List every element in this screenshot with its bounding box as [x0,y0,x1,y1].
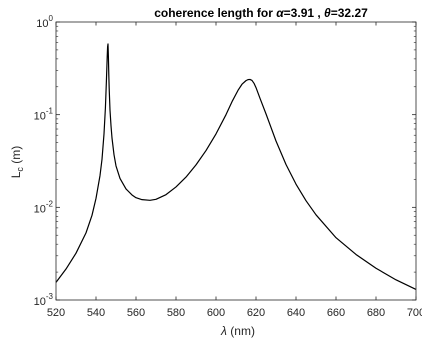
y-axis: 10-3 10-2 10-1 100 [34,14,416,308]
axes-frame [55,21,417,301]
series-line [55,43,417,290]
x-tick-label: 640 [287,307,305,319]
y-axis-label: Lc (m) [9,146,25,179]
x-tick-label: 620 [247,307,265,319]
y-tick-label: 100 [36,14,53,30]
y-tick-label: 10-1 [34,107,54,123]
y-tick-label: 10-2 [34,199,54,215]
plot-area [55,21,417,301]
x-tick-label: 560 [127,307,145,319]
x-tick-label: 680 [367,307,385,319]
y-tick-label: 10-3 [34,292,54,308]
x-tick-label: 580 [167,307,185,319]
x-tick-label: 520 [47,307,65,319]
x-tick-label: 540 [87,307,105,319]
x-tick-label: 700 [407,307,422,319]
x-tick-label: 600 [207,307,225,319]
chart-title: coherence length for α=3.91 , θ=32.27 [154,6,368,20]
x-axis-label: λ (nm) [220,324,255,338]
x-axis: 520 540 560 580 600 620 640 660 680 700 [47,22,422,319]
x-tick-label: 660 [327,307,345,319]
